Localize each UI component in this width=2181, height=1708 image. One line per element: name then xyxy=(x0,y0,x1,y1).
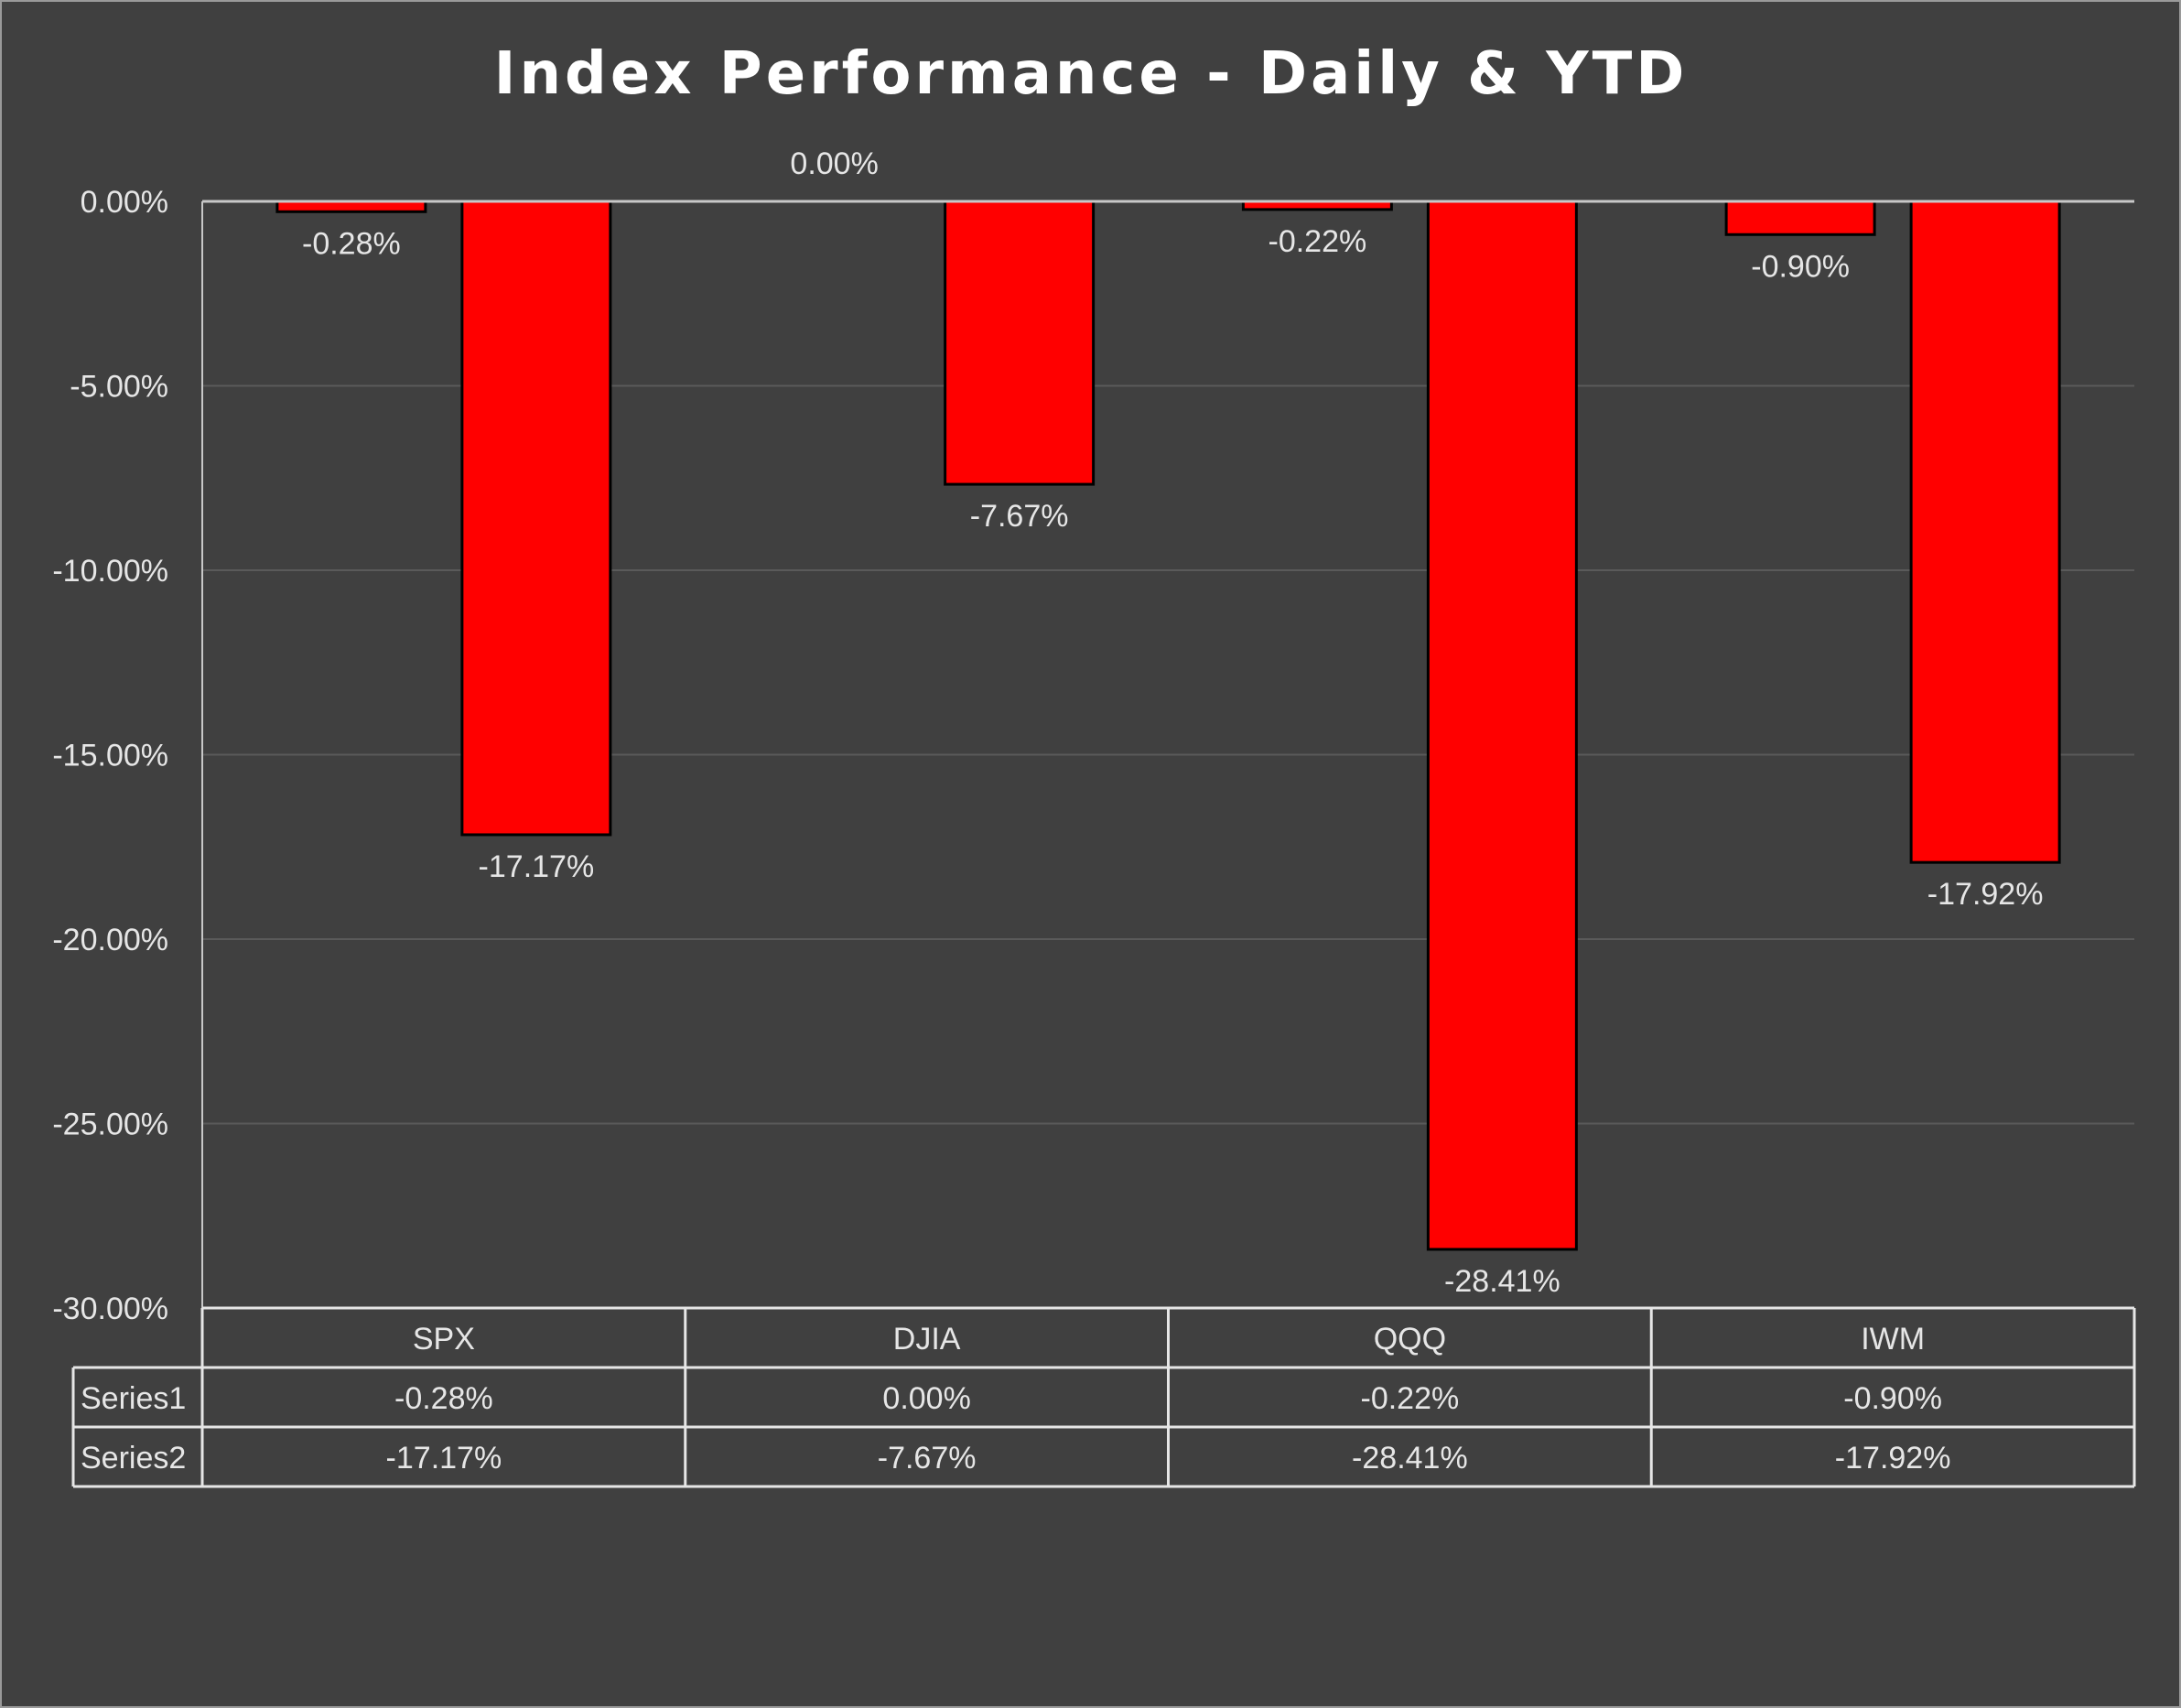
y-tick-label: -10.00% xyxy=(52,554,168,589)
chart-title: Index Performance - Daily & YTD xyxy=(494,40,1689,108)
table-cell: -7.67% xyxy=(878,1441,977,1476)
bars xyxy=(202,200,2134,1251)
bar-qqq-series2 xyxy=(1426,200,1578,1251)
bar-spx-series2 xyxy=(460,200,612,837)
data-label: -0.90% xyxy=(1751,249,1850,284)
data-label: -28.41% xyxy=(1444,1264,1560,1299)
series-name: Series2 xyxy=(81,1441,186,1476)
bar-spx-series1 xyxy=(275,200,427,213)
table-cell: -0.22% xyxy=(1361,1381,1460,1416)
table-cell: -0.90% xyxy=(1843,1381,1942,1416)
table-cell: -17.17% xyxy=(386,1441,502,1476)
y-tick-label: -20.00% xyxy=(52,923,168,957)
data-labels: -0.28% -17.17% 0.00% -7.67% -0.22% -28.41% -0.… xyxy=(302,146,2043,1299)
table-cell: -0.28% xyxy=(394,1381,493,1416)
category-label: QQQ xyxy=(1374,1322,1446,1357)
table-cell: -17.92% xyxy=(1835,1441,1951,1476)
data-table: SPX DJIA QQQ IWM Series1 -0.28% 0.00% -0.22% -0.… xyxy=(71,1306,2136,1488)
category-label: SPX xyxy=(413,1322,475,1357)
category-label: IWM xyxy=(1861,1322,1925,1357)
y-tick-label: -5.00% xyxy=(70,370,168,405)
bar-iwm-series1 xyxy=(1724,200,1876,236)
y-axis-ticks: 0.00% -5.00% -10.00% -15.00% -20.00% -25.00% -… xyxy=(52,185,168,1326)
data-label: -7.67% xyxy=(970,499,1069,534)
y-tick-label: -15.00% xyxy=(52,739,168,773)
y-tick-label: -30.00% xyxy=(52,1292,168,1326)
data-label: -0.22% xyxy=(1269,224,1367,259)
category-label: DJIA xyxy=(893,1322,961,1357)
bar-djia-series2 xyxy=(944,200,1096,486)
data-label: -0.28% xyxy=(302,226,401,261)
y-tick-label: 0.00% xyxy=(81,185,168,220)
bar-iwm-series2 xyxy=(1909,200,2061,864)
data-label: -17.92% xyxy=(1927,877,2044,912)
data-label: 0.00% xyxy=(790,146,878,181)
data-label: -17.17% xyxy=(479,849,595,884)
series-name: Series1 xyxy=(81,1381,186,1416)
table-cell: -28.41% xyxy=(1352,1441,1468,1476)
table-cell: 0.00% xyxy=(882,1381,970,1416)
y-tick-label: -25.00% xyxy=(52,1108,168,1142)
